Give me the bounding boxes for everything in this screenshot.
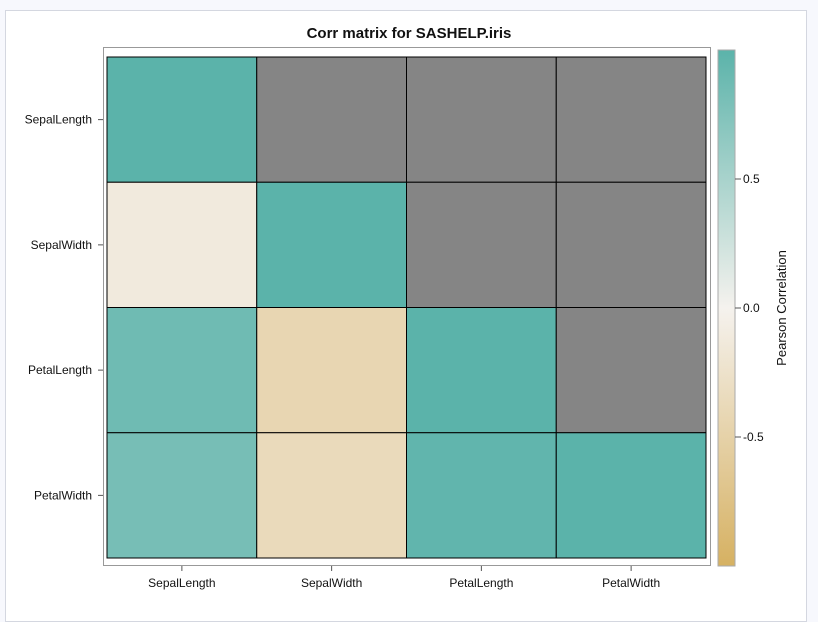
x-tick-label: SepalLength [148, 576, 215, 590]
y-tick-label: SepalWidth [31, 238, 92, 252]
cell-PetalWidth-PetalLength [406, 432, 557, 559]
cell-PetalWidth-PetalWidth [555, 432, 707, 559]
colorbar-tick-label: 0.5 [743, 172, 760, 186]
x-tick-label: PetalLength [449, 576, 513, 590]
colorbar-tick-label: 0.0 [743, 301, 760, 315]
cell-SepalLength-SepalWidth [256, 56, 407, 183]
y-tick-label: PetalLength [28, 363, 92, 377]
cell-PetalWidth-SepalLength [106, 432, 258, 559]
cell-PetalWidth-SepalWidth [256, 432, 407, 559]
chart-title: Corr matrix for SASHELP.iris [307, 25, 512, 42]
heatmap-chart: Corr matrix for SASHELP.iris SepalLength… [25, 25, 789, 590]
cell-PetalLength-PetalWidth [555, 307, 707, 434]
y-tick-label: PetalWidth [34, 488, 92, 502]
cell-SepalLength-SepalLength [106, 56, 258, 183]
cell-SepalLength-PetalWidth [555, 56, 707, 183]
y-tick-label: SepalLength [25, 113, 92, 127]
colorbar-tick-label: -0.5 [743, 430, 764, 444]
cell-SepalWidth-SepalWidth [256, 181, 407, 308]
cell-SepalWidth-PetalWidth [555, 181, 707, 308]
colorbar-label: Pearson Correlation [774, 250, 789, 366]
x-tick-label: PetalWidth [602, 576, 660, 590]
cell-SepalWidth-SepalLength [106, 181, 258, 308]
cell-PetalLength-SepalLength [106, 307, 258, 434]
cell-PetalLength-PetalLength [406, 307, 557, 434]
cell-PetalLength-SepalWidth [256, 307, 407, 434]
cell-SepalWidth-PetalLength [406, 181, 557, 308]
x-tick-label: SepalWidth [301, 576, 362, 590]
cell-SepalLength-PetalLength [406, 56, 557, 183]
colorbar [717, 49, 736, 567]
plot-frame [103, 47, 711, 566]
